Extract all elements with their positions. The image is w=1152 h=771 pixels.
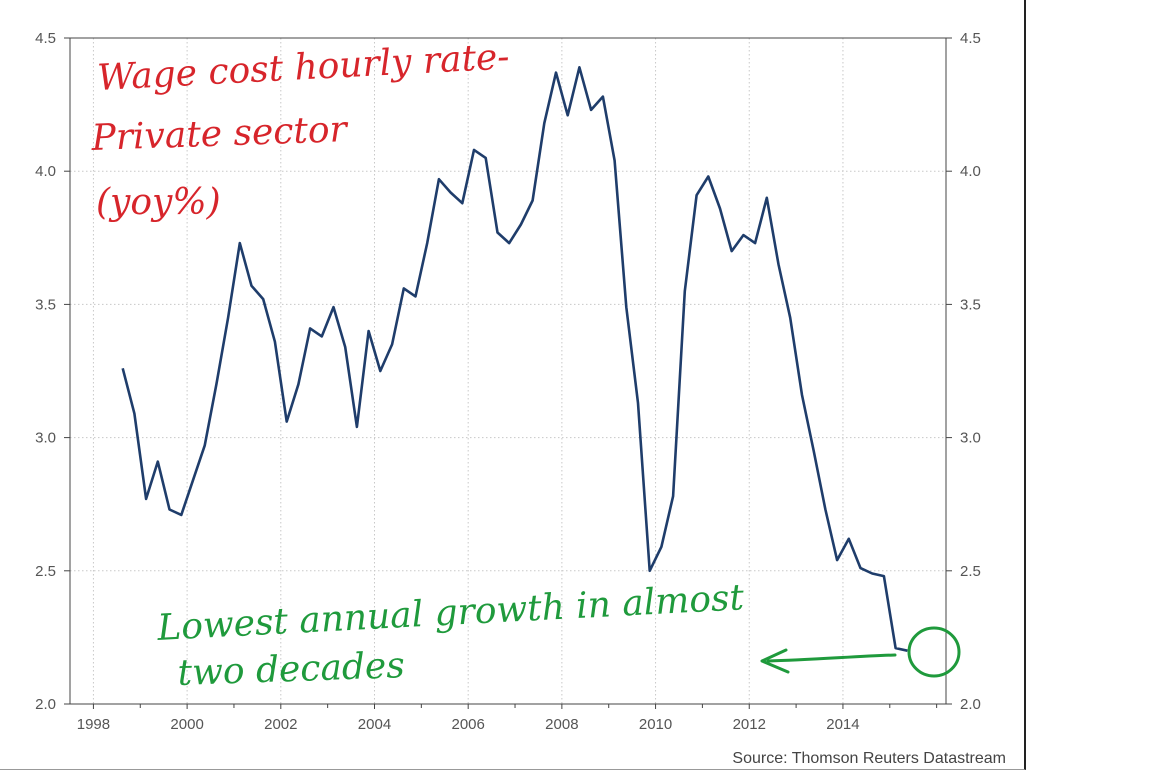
annotation-arrow <box>760 648 897 674</box>
x-tick-label: 2004 <box>358 716 391 733</box>
y-tick-label-right: 2.0 <box>960 696 981 713</box>
y-tick-label-left: 4.5 <box>35 30 56 47</box>
series-line <box>121 66 908 652</box>
y-tick-label-left: 2.0 <box>35 696 56 713</box>
axis-ticks: 1998 2000 2002 2004 2006 2008 2010 2012 2014 2.0 2… <box>35 30 981 733</box>
annotation-title-line2: Private sector <box>90 109 349 159</box>
x-tick-label: 2010 <box>639 716 672 733</box>
y-tick-label-right: 3.0 <box>960 430 981 447</box>
x-tick-label: 2000 <box>170 716 203 733</box>
y-tick-label-right: 2.5 <box>960 563 981 580</box>
annotation-title-line1: Wage cost hourly rate- <box>96 36 510 99</box>
x-tick-label: 2006 <box>451 716 484 733</box>
annotation-note-line2: two decades <box>177 645 405 694</box>
x-tick-label: 2012 <box>733 716 766 733</box>
annotation-circle <box>907 626 961 678</box>
y-tick-label-left: 3.0 <box>35 430 56 447</box>
source-label: Source: Thomson Reuters Datastream <box>732 750 1006 767</box>
series-layer <box>121 66 908 652</box>
x-tick-label: 2002 <box>264 716 297 733</box>
plot-area <box>69 37 947 705</box>
x-tick-label: 2008 <box>545 716 578 733</box>
y-tick-label-right: 3.5 <box>960 296 981 313</box>
chart-frame <box>0 0 1026 770</box>
annotation-note-line1: Lowest annual growth in almost <box>155 577 745 649</box>
x-tick-label: 1998 <box>77 716 110 733</box>
y-tick-label-right: 4.5 <box>960 30 981 47</box>
y-tick-label-left: 4.0 <box>35 163 56 180</box>
grid <box>70 38 946 704</box>
x-tick-label: 2014 <box>826 716 859 733</box>
y-tick-label-right: 4.0 <box>960 163 981 180</box>
y-tick-label-left: 3.5 <box>35 296 56 313</box>
y-tick-label-left: 2.5 <box>35 563 56 580</box>
annotation-title-line3: (yoy%) <box>96 182 221 223</box>
